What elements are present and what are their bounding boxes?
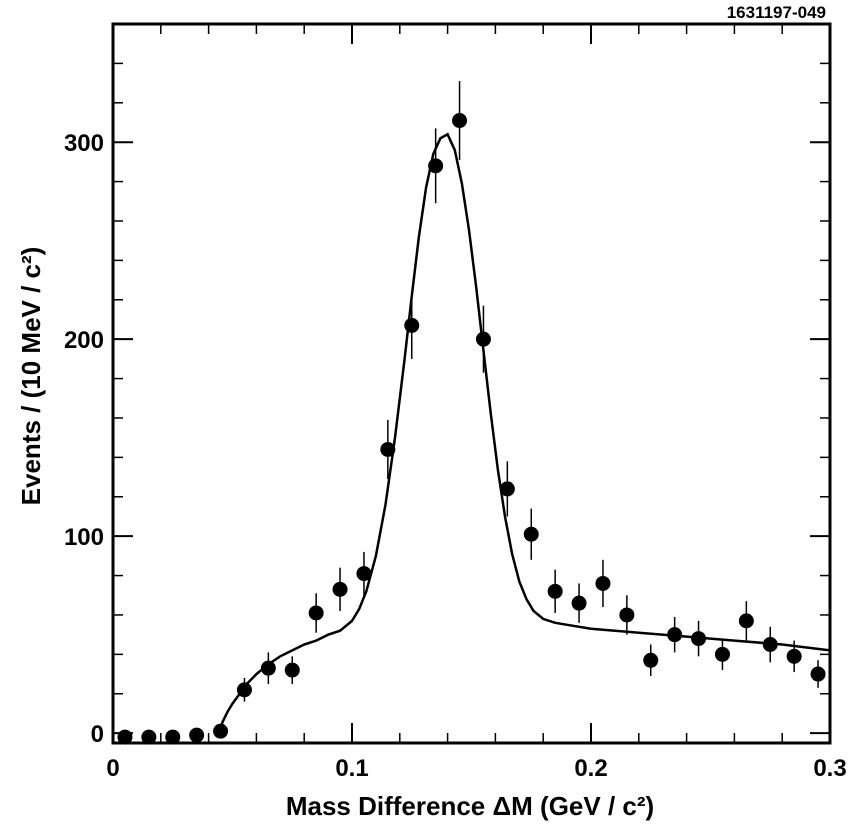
data-point <box>523 526 539 542</box>
data-point <box>117 729 133 745</box>
x-tick-label: 0.1 <box>335 755 368 782</box>
data-point <box>165 729 181 745</box>
axis-ticks <box>112 24 831 743</box>
data-point <box>356 566 372 582</box>
data-points <box>117 113 826 745</box>
x-tick-label: 0.2 <box>574 755 607 782</box>
data-point <box>643 652 659 668</box>
data-point <box>714 646 730 662</box>
data-point <box>738 613 754 629</box>
data-point <box>332 581 348 597</box>
figure-id: 1631197-049 <box>727 3 826 22</box>
x-axis-title: Mass Difference ΔM (GeV / c²) <box>286 791 654 821</box>
y-axis-title: Events / (10 MeV / c²) <box>16 247 46 506</box>
y-tick-label: 0 <box>91 721 104 748</box>
data-point <box>380 441 396 457</box>
data-point <box>786 648 802 664</box>
data-point <box>189 727 205 743</box>
data-point <box>499 481 515 497</box>
x-tick-label: 0 <box>106 755 119 782</box>
data-point <box>619 607 635 623</box>
data-point <box>236 682 252 698</box>
data-point <box>428 158 444 174</box>
data-point <box>571 595 587 611</box>
data-point <box>260 660 276 676</box>
y-tick-label: 200 <box>64 327 104 354</box>
plot-frame <box>111 22 832 745</box>
x-tick-label: 0.3 <box>813 755 846 782</box>
data-point <box>141 729 157 745</box>
data-point <box>404 317 420 333</box>
data-point <box>691 631 707 647</box>
data-point <box>762 637 778 653</box>
data-point <box>595 575 611 591</box>
data-point <box>667 627 683 643</box>
y-tick-label: 100 <box>64 524 104 551</box>
tick-labels: 0 0.1 0.2 0.3 0 100 200 300 <box>64 130 847 782</box>
data-point <box>547 583 563 599</box>
data-point <box>452 113 468 129</box>
data-point <box>810 666 826 682</box>
data-point <box>308 605 324 621</box>
y-tick-label: 300 <box>64 130 104 157</box>
data-point <box>213 723 229 739</box>
fit-curve <box>217 132 831 734</box>
data-point <box>475 331 491 347</box>
data-point <box>284 662 300 678</box>
